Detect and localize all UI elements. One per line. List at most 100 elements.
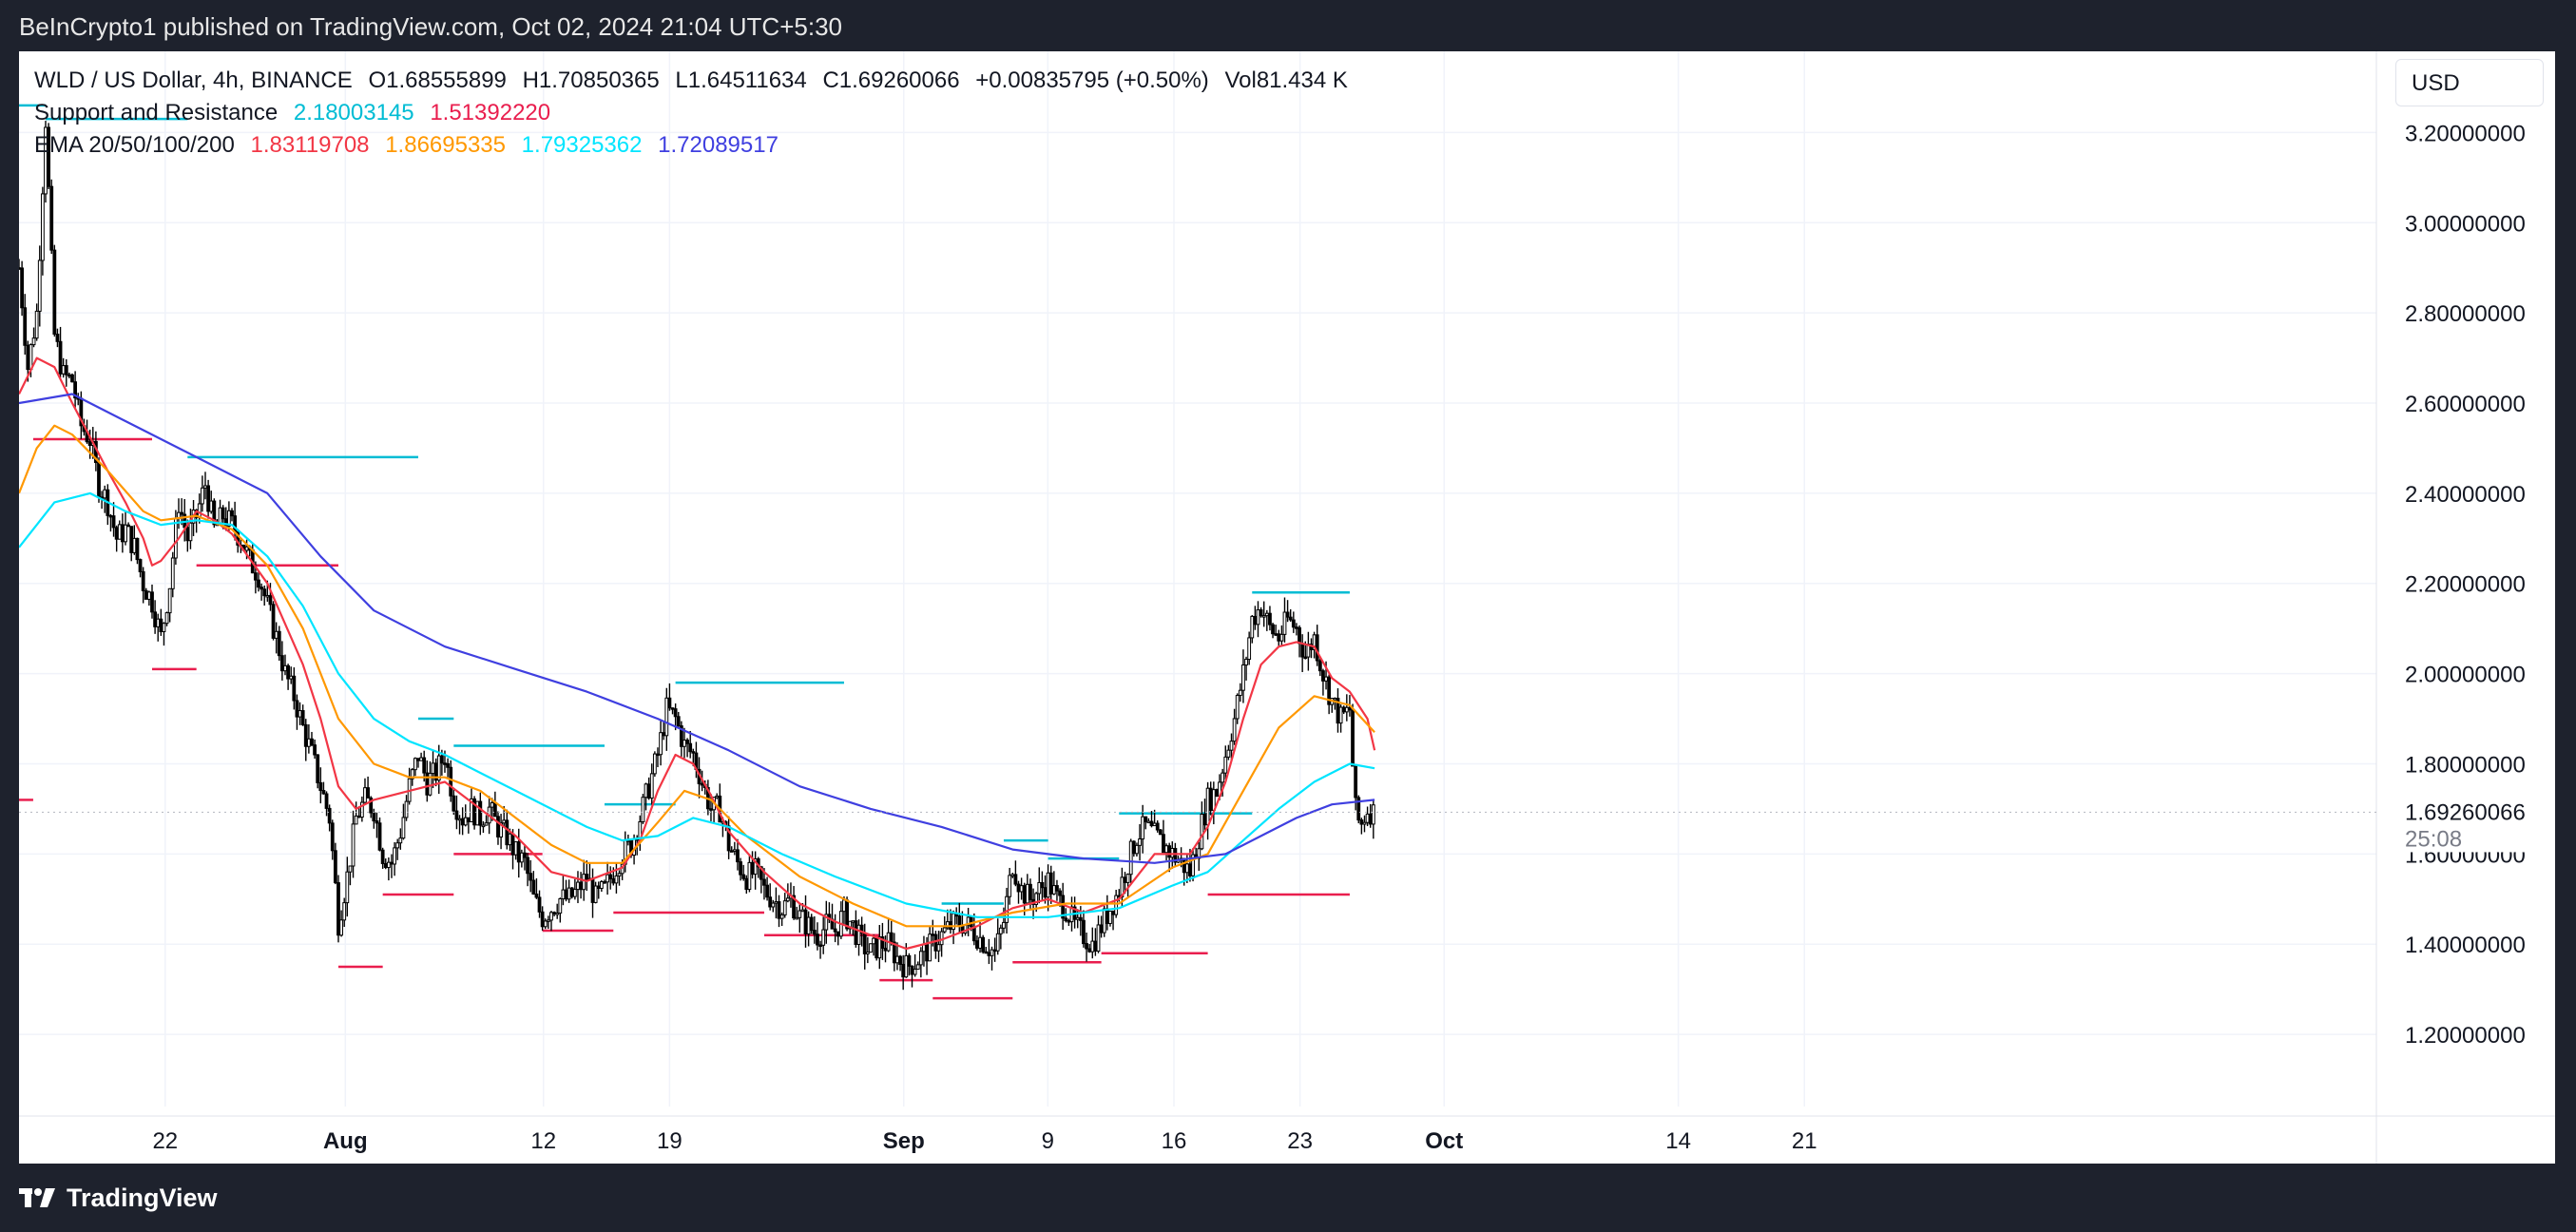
symbol-title[interactable]: WLD / US Dollar, 4h, BINANCE [34,67,353,93]
candle-body [144,589,148,600]
candle-body [1102,908,1106,934]
candle-body [576,881,580,891]
candle-body [670,707,675,710]
candle-body [590,877,595,903]
candle-body [1048,872,1053,895]
price-chart[interactable]: 3.20000000 3.00000000 2.80000000 2.60000000… [19,51,2555,1164]
candle-body [750,861,755,876]
candle-body [656,753,660,757]
candle-body [1338,706,1343,724]
candle-body [103,489,107,499]
candle-body [1271,624,1275,635]
candle-body [872,937,875,945]
candle-body [889,932,894,943]
candle-body [883,947,888,952]
ema200-value: 1.72089517 [658,132,779,158]
chart-area[interactable]: 3.20000000 3.00000000 2.80000000 2.60000000… [19,51,2555,1164]
candle-body [1043,887,1048,898]
ema100-value: 1.79325362 [521,132,643,158]
candle-body [1359,819,1364,825]
candle-body [806,916,811,934]
candle-body [925,944,929,962]
axis-layer: 3.20000000 3.00000000 2.80000000 2.60000000… [19,51,2555,1164]
candle-body [1321,670,1325,682]
candle-body [688,742,693,753]
tradingview-logo[interactable]: TradingView [19,1183,218,1213]
candle-body [218,507,222,525]
candle-body [108,514,113,518]
sr-legend-line[interactable]: Support and Resistance 2.18003145 1.5139… [34,97,1357,129]
ema-legend-line[interactable]: EMA 20/50/100/200 1.83119708 1.86695335 … [34,129,1357,162]
candle-body [759,866,763,880]
candle-body [496,816,500,837]
candle-body [410,769,414,780]
candle-body [398,837,403,844]
candle-body [1356,797,1361,821]
candle-body [585,874,589,880]
ema20-line [19,356,1376,951]
candle-body [439,755,444,764]
candle-body [1061,895,1066,919]
candle-body [1114,895,1119,915]
candle-body [306,738,311,747]
candle-body [342,902,347,921]
countdown-label: 25:08 [2405,826,2462,852]
x-tick-label: 12 [530,1128,556,1154]
y-tick-label: 2.60000000 [2405,392,2526,417]
candle-body [372,812,376,822]
candle-body [564,889,568,900]
candle-body [150,591,154,613]
candle-body [380,849,385,864]
candle-body [644,783,648,799]
candle-body [1022,885,1027,904]
candle-body [132,537,137,553]
candle-body [271,604,276,639]
candle-body [383,862,388,869]
candle-body [1324,676,1328,682]
candle-body [446,762,450,768]
tradingview-logo-icon [19,1188,55,1207]
candle-body [499,822,503,837]
candle-body [180,511,184,515]
candle-body [55,334,60,342]
candle-body [933,934,938,952]
candle-body [40,193,45,261]
candle-body [779,914,784,919]
candle-body [918,951,923,966]
candle-body [490,801,494,808]
candle-body [197,503,202,518]
candle-body [664,697,669,737]
candle-body [1075,916,1080,920]
y-tick-label: 2.20000000 [2405,572,2526,598]
candle-body [836,931,840,937]
candle-body [516,841,521,863]
candle-body [377,822,382,851]
symbol-legend-line[interactable]: WLD / US Dollar, 4h, BINANCE O1.68555899… [34,65,1357,97]
candle-body [366,787,370,799]
y-tick-label: 3.00000000 [2405,211,2526,237]
price-change: +0.00835795 (+0.50%) [975,67,1209,93]
candle-body [537,896,542,913]
candle-body [359,801,364,818]
sr-title[interactable]: Support and Resistance [34,100,279,125]
y-tick-label: 1.20000000 [2405,1023,2526,1049]
candle-body [1244,658,1248,666]
candle-body [1037,881,1042,895]
candle-body [774,901,779,904]
candle-body [782,900,787,915]
candle-body [200,487,204,505]
candle-body [23,307,28,346]
ema-title[interactable]: EMA 20/50/100/200 [34,132,235,158]
candle-body [1013,874,1018,885]
candle-body [700,782,704,786]
candle-body [1191,854,1195,876]
candle-body [1111,910,1115,915]
candle-body [851,920,855,923]
candle-body [510,833,515,856]
candle-body [777,901,781,919]
y-tick-label: 2.80000000 [2405,301,2526,327]
currency-selector[interactable]: USD [2395,59,2544,106]
candle-body [260,587,263,590]
candle-body [913,969,917,975]
candle-body [443,762,447,765]
